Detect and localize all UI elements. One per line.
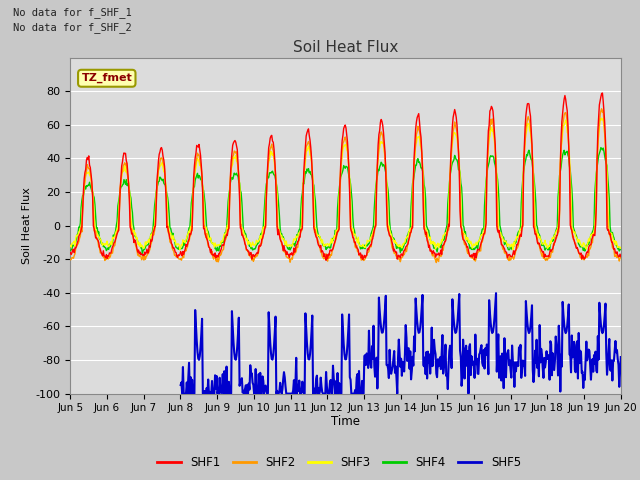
Text: No data for f_SHF_2: No data for f_SHF_2 [13, 22, 132, 33]
Text: TZ_fmet: TZ_fmet [81, 73, 132, 84]
Title: Soil Heat Flux: Soil Heat Flux [293, 40, 398, 55]
X-axis label: Time: Time [331, 415, 360, 428]
Text: No data for f_SHF_1: No data for f_SHF_1 [13, 7, 132, 18]
Y-axis label: Soil Heat Flux: Soil Heat Flux [22, 187, 31, 264]
Legend: SHF1, SHF2, SHF3, SHF4, SHF5: SHF1, SHF2, SHF3, SHF4, SHF5 [153, 452, 525, 474]
